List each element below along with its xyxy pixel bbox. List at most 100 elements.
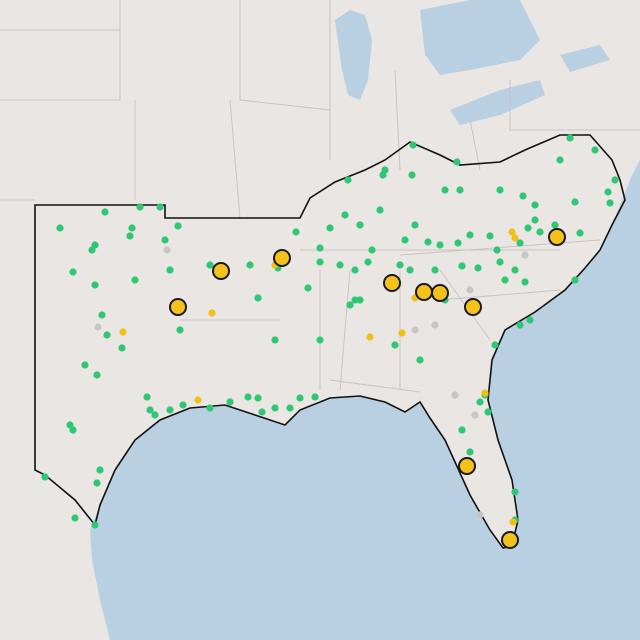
region-outline: [34, 134, 626, 549]
site-green: [401, 236, 409, 244]
site-green: [519, 192, 527, 200]
site-green: [246, 261, 254, 269]
site-green: [143, 393, 151, 401]
site-yellow-large: [501, 531, 519, 549]
site-gray: [451, 391, 459, 399]
site-green: [103, 331, 111, 339]
site-green: [454, 239, 462, 247]
site-green: [458, 426, 466, 434]
site-green: [511, 266, 519, 274]
site-green: [576, 229, 584, 237]
site-green: [408, 171, 416, 179]
site-green: [356, 221, 364, 229]
site-green: [409, 141, 417, 149]
site-green: [292, 228, 300, 236]
site-green: [466, 448, 474, 456]
site-green: [336, 261, 344, 269]
site-green: [88, 246, 96, 254]
site-green: [591, 146, 599, 154]
site-green: [286, 404, 294, 412]
site-green: [151, 411, 159, 419]
site-green: [364, 258, 372, 266]
site-green: [244, 393, 252, 401]
site-green: [431, 266, 439, 274]
site-green: [516, 239, 524, 247]
site-green: [406, 266, 414, 274]
site-green: [456, 186, 464, 194]
site-green: [493, 246, 501, 254]
site-green: [411, 221, 419, 229]
site-green: [346, 301, 354, 309]
site-green: [351, 296, 359, 304]
site-green: [536, 228, 544, 236]
site-gray: [476, 511, 484, 519]
site-green: [531, 216, 539, 224]
site-green: [466, 231, 474, 239]
site-green: [98, 311, 106, 319]
site-yellow-large: [415, 283, 433, 301]
site-green: [96, 466, 104, 474]
site-green: [93, 371, 101, 379]
site-yellow-large: [548, 228, 566, 246]
site-green: [453, 158, 461, 166]
site-green: [526, 316, 534, 324]
site-green: [524, 224, 532, 232]
site-green: [166, 266, 174, 274]
site-green: [566, 134, 574, 142]
site-green: [69, 268, 77, 276]
site-gray: [466, 286, 474, 294]
site-green: [606, 199, 614, 207]
site-green: [441, 186, 449, 194]
site-green: [496, 186, 504, 194]
site-green: [179, 401, 187, 409]
site-green: [176, 326, 184, 334]
site-green: [351, 266, 359, 274]
site-green: [131, 276, 139, 284]
site-green: [56, 224, 64, 232]
site-gray: [471, 411, 479, 419]
site-green: [571, 276, 579, 284]
site-green: [206, 404, 214, 412]
site-yellow-large: [464, 298, 482, 316]
site-green: [521, 278, 529, 286]
site-yellow-large: [431, 284, 449, 302]
site-green: [516, 321, 524, 329]
site-yellow-small: [509, 518, 517, 526]
site-green: [136, 203, 144, 211]
site-green: [416, 356, 424, 364]
site-green: [316, 244, 324, 252]
site-green: [91, 281, 99, 289]
site-green: [71, 514, 79, 522]
site-green: [118, 344, 126, 352]
site-green: [511, 488, 519, 496]
lake-michigan: [335, 10, 372, 100]
site-yellow-large: [458, 457, 476, 475]
site-yellow-large: [212, 262, 230, 280]
site-green: [476, 398, 484, 406]
site-green: [486, 232, 494, 240]
site-green: [474, 264, 482, 272]
site-green: [126, 232, 134, 240]
site-yellow-small: [508, 228, 516, 236]
site-yellow-small: [511, 234, 519, 242]
site-green: [156, 203, 164, 211]
site-yellow-large: [273, 249, 291, 267]
site-green: [226, 398, 234, 406]
site-green: [101, 208, 109, 216]
site-green: [611, 176, 619, 184]
site-green: [551, 221, 559, 229]
site-green: [424, 238, 432, 246]
site-green: [128, 224, 136, 232]
site-green: [344, 176, 352, 184]
site-green: [484, 408, 492, 416]
site-green: [458, 262, 466, 270]
site-green: [368, 246, 376, 254]
site-yellow-small: [119, 328, 127, 336]
site-green: [254, 394, 262, 402]
site-green: [93, 479, 101, 487]
site-yellow-small: [208, 309, 216, 317]
site-green: [258, 408, 266, 416]
site-green: [81, 361, 89, 369]
site-green: [166, 406, 174, 414]
site-green: [296, 394, 304, 402]
